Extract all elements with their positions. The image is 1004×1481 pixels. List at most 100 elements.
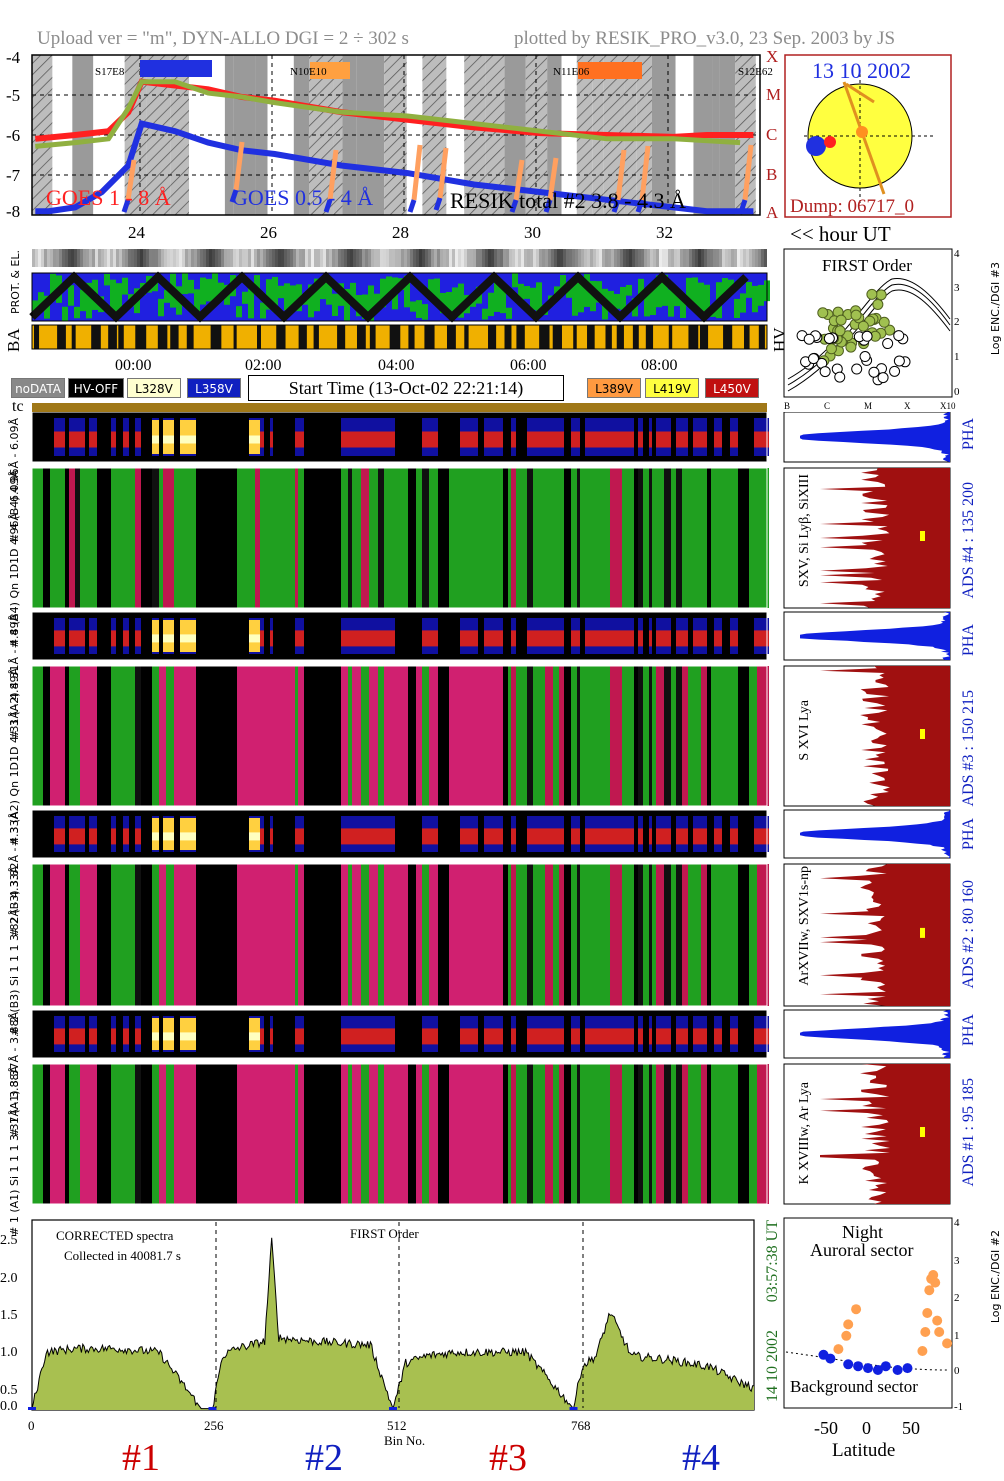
- el-cell: [284, 249, 287, 267]
- spec-cell: [714, 468, 722, 608]
- el-cell: [419, 249, 422, 267]
- orbit-point: [920, 1327, 931, 1337]
- spec-cell: [473, 1064, 478, 1204]
- orbit-ytick-2: 2: [954, 1292, 960, 1304]
- pha-cell: [473, 630, 478, 647]
- spec-cell: [287, 468, 295, 608]
- pha-cell: [373, 630, 378, 647]
- pha-cell: [94, 431, 97, 448]
- spec-cell: [449, 864, 452, 1006]
- orbit-ylabel: Log ENC./DGI #2: [989, 1230, 1002, 1324]
- el-cell: [494, 249, 497, 267]
- spec-cell: [270, 666, 273, 806]
- pha-cell: [80, 828, 85, 845]
- goes-line-1: [35, 120, 754, 215]
- prot-cell: [734, 298, 740, 319]
- pha-cell: [656, 431, 664, 448]
- el-cell: [350, 249, 353, 267]
- crystal-label-3: #3: [489, 1437, 527, 1477]
- pha-cell: [495, 828, 503, 845]
- el-cell: [314, 249, 317, 267]
- el-cell: [722, 249, 725, 267]
- hv-off: [389, 325, 401, 349]
- el-cell: [53, 249, 56, 267]
- spec-cell: [664, 864, 671, 1006]
- spec-cell: [287, 1064, 295, 1204]
- ads-label-4: ADS #4 : 135 200: [960, 482, 977, 599]
- pha-cell: [495, 431, 503, 448]
- prot-cell: [722, 278, 728, 296]
- prot-cell: [254, 275, 260, 290]
- spec-cell: [39, 468, 43, 608]
- el-cell: [347, 249, 350, 267]
- fo-ytick-2: 2: [954, 316, 960, 328]
- pha-cell: [57, 1028, 65, 1045]
- spec-cell: [652, 468, 656, 608]
- pha-cell: [585, 1028, 593, 1045]
- spec-cell: [495, 1064, 503, 1204]
- el-cell: [407, 249, 410, 267]
- el-cell: [689, 249, 692, 267]
- pha-cell: [682, 431, 688, 448]
- first-order-panel: FIRST Order 4 3 2 1 0 B C M X X10: [782, 245, 1004, 413]
- pha-cell: [585, 630, 593, 647]
- legend-goes-long: GOES 1 - 8 Å: [46, 185, 171, 210]
- prot-cell: [332, 293, 338, 316]
- el-cell: [92, 249, 95, 267]
- spec-cell: [610, 468, 616, 608]
- spec-cell: [186, 468, 193, 608]
- prot-cell: [488, 292, 494, 317]
- spec-cell: [111, 1064, 116, 1204]
- pha-cell: [527, 431, 533, 448]
- hv-off: [233, 325, 237, 349]
- spec-cell: [352, 864, 355, 1006]
- prot-cell: [122, 277, 128, 295]
- pha-cell: [597, 630, 604, 647]
- spec-cell: [643, 468, 649, 608]
- pha-cell: [527, 630, 533, 647]
- el-cell: [617, 249, 620, 267]
- el-cell: [77, 249, 80, 267]
- pha-cell: [484, 630, 490, 647]
- prot-cell: [674, 292, 680, 307]
- pha-cell: [664, 431, 671, 448]
- el-cell: [353, 249, 356, 267]
- pha-cell: [593, 630, 597, 647]
- prot-cell: [530, 287, 536, 310]
- el-cell: [566, 249, 569, 267]
- orbit-point: [924, 1285, 935, 1296]
- spec-cell: [186, 666, 193, 806]
- el-cell: [233, 249, 236, 267]
- spectrograms: [31, 411, 769, 1205]
- prot-cell: [416, 300, 422, 318]
- el-cell: [461, 249, 464, 267]
- spec-cell: [754, 468, 757, 608]
- el-cell: [116, 249, 119, 267]
- pha-cell: [676, 431, 682, 448]
- spec-cell: [516, 1064, 521, 1204]
- header-left: Upload ver = "m", DYN-ALLO DGI = 2 ÷ 302…: [37, 28, 409, 49]
- pha-cell: [714, 828, 722, 845]
- pha-cell: [298, 630, 304, 647]
- spec-cell: [730, 468, 738, 608]
- spec-cell: [345, 468, 348, 608]
- orbit-ytick-0: 0: [954, 1365, 960, 1377]
- el-cell: [341, 249, 344, 267]
- fo-point-open: [851, 363, 863, 375]
- el-cell: [362, 249, 365, 267]
- el-cell: [749, 249, 752, 267]
- pha-cell: [593, 431, 597, 448]
- pha-cell: [638, 630, 643, 647]
- spec-cell: [521, 666, 527, 806]
- pha-cell: [638, 431, 643, 448]
- spec-cell: [80, 468, 85, 608]
- spec-cell: [75, 666, 80, 806]
- legend-l450: L450V: [705, 378, 759, 398]
- flare-ramp-blue: [635, 199, 645, 213]
- spec-cell: [553, 468, 559, 608]
- prot-cell: [524, 286, 530, 299]
- spec-cell: [166, 666, 174, 806]
- hv-off: [758, 325, 765, 349]
- pha-cell: [559, 1028, 564, 1045]
- flare-ramp-blue: [433, 197, 443, 211]
